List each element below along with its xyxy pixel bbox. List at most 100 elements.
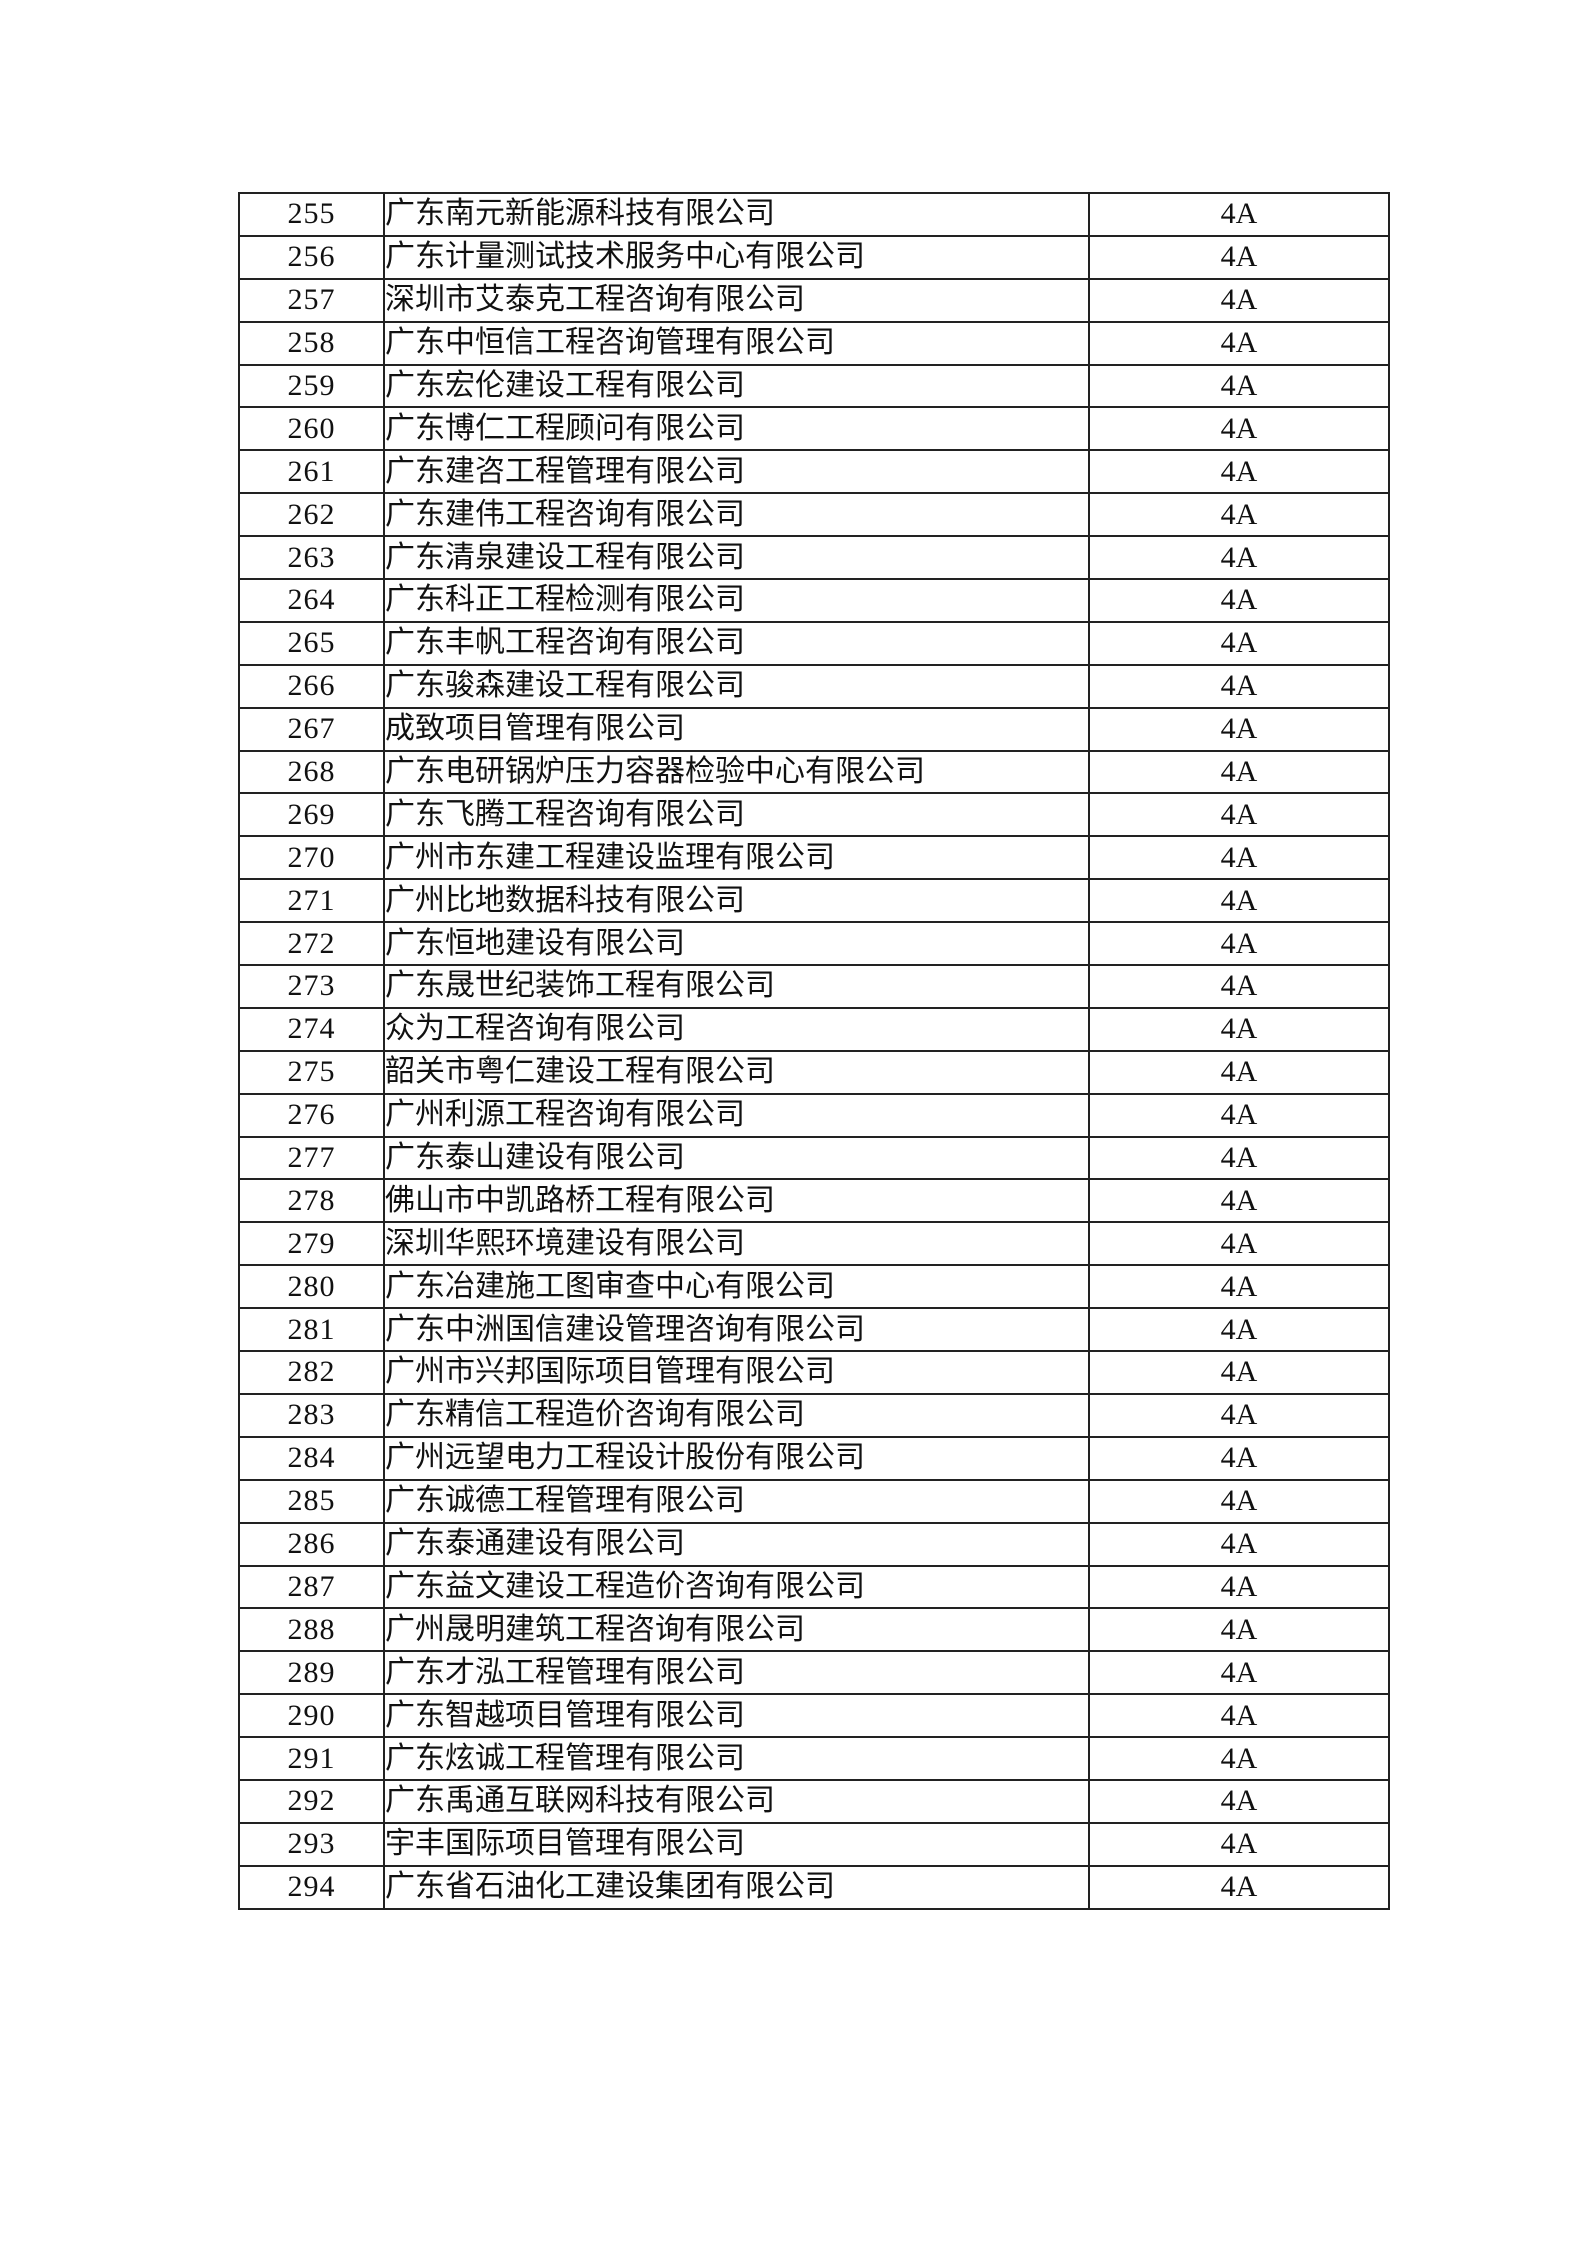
company-name-cell: 韶关市粤仁建设工程有限公司	[383, 1049, 1090, 1095]
row-number-cell: 275	[238, 1049, 385, 1095]
row-number-cell: 261	[238, 449, 385, 495]
table-row: 265 广东丰帆工程咨询有限公司 4A	[238, 620, 1390, 666]
company-name-cell: 广东诚德工程管理有限公司	[383, 1478, 1090, 1524]
row-number-cell: 288	[238, 1607, 385, 1653]
company-name-cell: 广东飞腾工程咨询有限公司	[383, 792, 1090, 838]
table-row: 257 深圳市艾泰克工程咨询有限公司 4A	[238, 277, 1390, 323]
table-row: 272 广东恒地建设有限公司 4A	[238, 921, 1390, 967]
rating-cell: 4A	[1088, 663, 1390, 709]
row-number-cell: 291	[238, 1736, 385, 1781]
row-number-cell: 259	[238, 363, 385, 409]
row-number-cell: 258	[238, 320, 385, 366]
rating-cell: 4A	[1088, 1307, 1390, 1353]
table-row: 288 广州晟明建筑工程咨询有限公司 4A	[238, 1607, 1390, 1653]
table-row: 280 广东冶建施工图审查中心有限公司 4A	[238, 1264, 1390, 1310]
row-number-cell: 271	[238, 878, 385, 924]
company-name-cell: 广东冶建施工图审查中心有限公司	[383, 1264, 1090, 1310]
rating-cell: 4A	[1088, 1178, 1390, 1224]
rating-cell: 4A	[1088, 406, 1390, 452]
rating-cell: 4A	[1088, 1221, 1390, 1267]
table-row: 291 广东炫诚工程管理有限公司 4A	[238, 1736, 1390, 1781]
row-number-cell: 272	[238, 921, 385, 967]
row-number-cell: 290	[238, 1693, 385, 1739]
company-name-cell: 广东禹通互联网科技有限公司	[383, 1778, 1090, 1824]
rating-cell: 4A	[1088, 1521, 1390, 1567]
table-row: 289 广东才泓工程管理有限公司 4A	[238, 1650, 1390, 1696]
company-name-cell: 广东南元新能源科技有限公司	[383, 192, 1090, 237]
row-number-cell: 284	[238, 1435, 385, 1481]
row-number-cell: 260	[238, 406, 385, 452]
company-name-cell: 成致项目管理有限公司	[383, 706, 1090, 752]
table-row: 294 广东省石油化工建设集团有限公司 4A	[238, 1864, 1390, 1910]
table-row: 270 广州市东建工程建设监理有限公司 4A	[238, 835, 1390, 881]
rating-cell: 4A	[1088, 320, 1390, 366]
company-name-cell: 广东宏伦建设工程有限公司	[383, 363, 1090, 409]
company-name-cell: 广东精信工程造价咨询有限公司	[383, 1392, 1090, 1438]
table-row: 258 广东中恒信工程咨询管理有限公司 4A	[238, 320, 1390, 366]
company-name-cell: 广州市东建工程建设监理有限公司	[383, 835, 1090, 881]
company-name-cell: 广东骏森建设工程有限公司	[383, 663, 1090, 709]
rating-cell: 4A	[1088, 277, 1390, 323]
company-name-cell: 广东清泉建设工程有限公司	[383, 535, 1090, 581]
rating-cell: 4A	[1088, 449, 1390, 495]
company-name-cell: 广东泰通建设有限公司	[383, 1521, 1090, 1567]
company-name-cell: 广州利源工程咨询有限公司	[383, 1092, 1090, 1138]
table-row: 292 广东禹通互联网科技有限公司 4A	[238, 1778, 1390, 1824]
rating-cell: 4A	[1088, 1049, 1390, 1095]
row-number-cell: 277	[238, 1135, 385, 1181]
table-row: 269 广东飞腾工程咨询有限公司 4A	[238, 792, 1390, 838]
row-number-cell: 276	[238, 1092, 385, 1138]
table-row: 268 广东电研锅炉压力容器检验中心有限公司 4A	[238, 749, 1390, 795]
rating-cell: 4A	[1088, 578, 1390, 623]
company-name-cell: 广东博仁工程顾问有限公司	[383, 406, 1090, 452]
rating-cell: 4A	[1088, 706, 1390, 752]
table-row: 255 广东南元新能源科技有限公司 4A	[238, 192, 1390, 237]
rating-cell: 4A	[1088, 1006, 1390, 1052]
row-number-cell: 273	[238, 964, 385, 1009]
rating-cell: 4A	[1088, 1435, 1390, 1481]
company-name-cell: 广州市兴邦国际项目管理有限公司	[383, 1350, 1090, 1395]
table-row: 278 佛山市中凯路桥工程有限公司 4A	[238, 1178, 1390, 1224]
row-number-cell: 285	[238, 1478, 385, 1524]
rating-cell: 4A	[1088, 964, 1390, 1009]
rating-cell: 4A	[1088, 749, 1390, 795]
rating-cell: 4A	[1088, 620, 1390, 666]
rating-cell: 4A	[1088, 192, 1390, 237]
company-name-cell: 广东才泓工程管理有限公司	[383, 1650, 1090, 1696]
table-row: 277 广东泰山建设有限公司 4A	[238, 1135, 1390, 1181]
table-row: 267 成致项目管理有限公司 4A	[238, 706, 1390, 752]
row-number-cell: 264	[238, 578, 385, 623]
rating-cell: 4A	[1088, 1736, 1390, 1781]
company-name-cell: 广东建伟工程咨询有限公司	[383, 492, 1090, 538]
row-number-cell: 289	[238, 1650, 385, 1696]
table-row: 271 广州比地数据科技有限公司 4A	[238, 878, 1390, 924]
table-row: 256 广东计量测试技术服务中心有限公司 4A	[238, 234, 1390, 280]
table-row: 293 宇丰国际项目管理有限公司 4A	[238, 1821, 1390, 1867]
company-name-cell: 佛山市中凯路桥工程有限公司	[383, 1178, 1090, 1224]
company-name-cell: 广东中恒信工程咨询管理有限公司	[383, 320, 1090, 366]
table-row: 282 广州市兴邦国际项目管理有限公司 4A	[238, 1350, 1390, 1395]
rating-cell: 4A	[1088, 363, 1390, 409]
table-row: 287 广东益文建设工程造价咨询有限公司 4A	[238, 1564, 1390, 1610]
company-name-cell: 广东中洲国信建设管理咨询有限公司	[383, 1307, 1090, 1353]
row-number-cell: 287	[238, 1564, 385, 1610]
row-number-cell: 280	[238, 1264, 385, 1310]
table-row: 263 广东清泉建设工程有限公司 4A	[238, 535, 1390, 581]
table-row: 266 广东骏森建设工程有限公司 4A	[238, 663, 1390, 709]
row-number-cell: 282	[238, 1350, 385, 1395]
company-name-cell: 广东科正工程检测有限公司	[383, 578, 1090, 623]
table-row: 285 广东诚德工程管理有限公司 4A	[238, 1478, 1390, 1524]
row-number-cell: 278	[238, 1178, 385, 1224]
rating-cell: 4A	[1088, 1607, 1390, 1653]
company-name-cell: 广州比地数据科技有限公司	[383, 878, 1090, 924]
table-row: 290 广东智越项目管理有限公司 4A	[238, 1693, 1390, 1739]
company-name-cell: 宇丰国际项目管理有限公司	[383, 1821, 1090, 1867]
company-name-cell: 广州远望电力工程设计股份有限公司	[383, 1435, 1090, 1481]
rating-cell: 4A	[1088, 234, 1390, 280]
company-name-cell: 深圳市艾泰克工程咨询有限公司	[383, 277, 1090, 323]
table-row: 283 广东精信工程造价咨询有限公司 4A	[238, 1392, 1390, 1438]
rating-cell: 4A	[1088, 1135, 1390, 1181]
row-number-cell: 265	[238, 620, 385, 666]
row-number-cell: 269	[238, 792, 385, 838]
table-row: 261 广东建咨工程管理有限公司 4A	[238, 449, 1390, 495]
